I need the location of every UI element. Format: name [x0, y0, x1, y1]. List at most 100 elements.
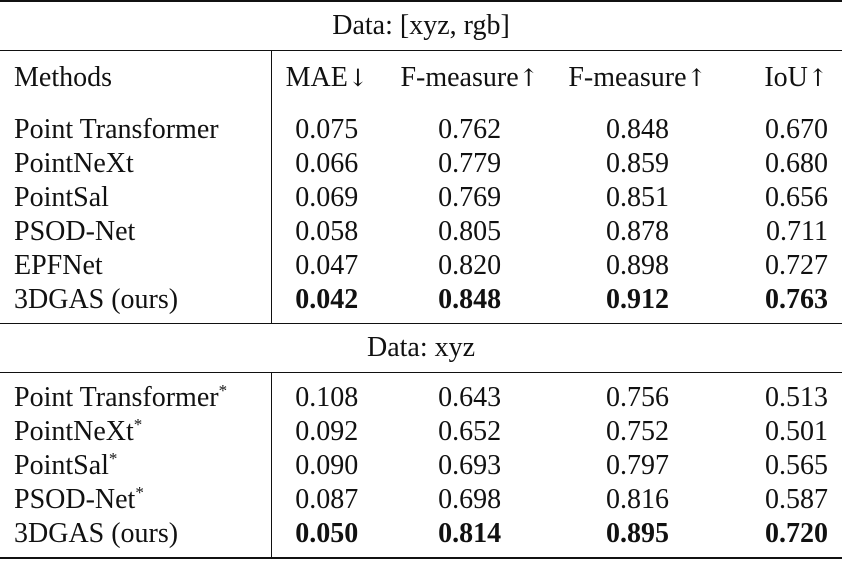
- up-arrow-icon: ↑: [518, 64, 539, 92]
- cell-fmeasure-2: 0.878: [605, 216, 669, 247]
- header-iou: IoU↑: [717, 50, 842, 105]
- cell-mae: 0.047: [295, 250, 359, 281]
- header-fmeasure-2-label: F-measure: [568, 62, 687, 93]
- table-row: 3DGAS (ours) 0.050 0.814 0.895 0.720: [0, 517, 842, 559]
- cell-fmeasure-1: 0.693: [438, 450, 502, 481]
- cell-method: PSOD-Net*: [0, 483, 272, 517]
- cell-fmeasure-1: 0.643: [438, 382, 502, 413]
- cell-mae: 0.087: [295, 484, 359, 515]
- cell-iou: 0.587: [765, 484, 828, 515]
- cell-iou: 0.656: [765, 182, 828, 213]
- header-methods: Methods: [0, 50, 272, 105]
- cell-iou: 0.711: [766, 216, 828, 247]
- section-title-row: Data: xyz: [0, 323, 842, 373]
- cell-mae: 0.050: [271, 517, 382, 559]
- cell-method: Point Transformer*: [0, 372, 272, 415]
- method-name: PointSal: [14, 450, 109, 481]
- header-fmeasure-1: F-measure↑: [381, 50, 558, 105]
- cell-mae: 0.066: [295, 148, 359, 179]
- cell-mae: 0.075: [295, 114, 359, 145]
- section-title-row: Data: [xyz, rgb]: [0, 0, 842, 51]
- cell-method: 3DGAS (ours): [0, 283, 272, 324]
- cell-fmeasure-2: 0.898: [605, 250, 669, 281]
- cell-fmeasure-1: 0.762: [438, 114, 502, 145]
- method-name: PSOD-Net: [14, 484, 136, 515]
- cell-iou: 0.565: [765, 450, 828, 481]
- table-row: Point Transformer 0.075 0.762 0.848 0.670: [0, 105, 842, 147]
- cell-fmeasure-1: 0.652: [438, 416, 502, 447]
- table-row: PointNeXt* 0.092 0.652 0.752 0.501: [0, 415, 842, 449]
- cell-iou: 0.513: [765, 382, 828, 413]
- method-name: Point Transformer: [14, 382, 219, 413]
- cell-fmeasure-2: 0.848: [605, 114, 669, 145]
- header-fmeasure-1-label: F-measure: [400, 62, 519, 93]
- table-row: 3DGAS (ours) 0.042 0.848 0.912 0.763: [0, 283, 842, 324]
- method-name: Point Transformer: [14, 114, 219, 145]
- cell-mae: 0.058: [295, 216, 359, 247]
- table-body: Point Transformer 0.075 0.762 0.848 0.670 Poi…: [0, 105, 842, 559]
- table-row: PointSal 0.069 0.769 0.851 0.656: [0, 181, 842, 215]
- cell-fmeasure-1: 0.769: [438, 182, 502, 213]
- header-fmeasure-2: F-measure↑: [557, 50, 718, 105]
- table-row: PSOD-Net* 0.087 0.698 0.816 0.587: [0, 483, 842, 517]
- cell-method: PointSal: [0, 181, 272, 215]
- cell-fmeasure-2: 0.895: [557, 517, 718, 559]
- cell-iou: 0.720: [717, 517, 842, 559]
- method-name: EPFNet: [14, 250, 103, 281]
- section-title: Data: xyz: [0, 323, 842, 373]
- method-name: PointSal: [14, 182, 109, 213]
- cell-fmeasure-1: 0.814: [381, 517, 558, 559]
- up-arrow-icon: ↑: [807, 64, 828, 92]
- asterisk-mark: *: [135, 483, 144, 502]
- cell-iou: 0.670: [765, 114, 828, 145]
- cell-fmeasure-2: 0.851: [605, 182, 669, 213]
- cell-fmeasure-2: 0.752: [605, 416, 669, 447]
- cell-iou: 0.763: [765, 284, 828, 315]
- cell-mae: 0.090: [295, 450, 359, 481]
- method-name: PointNeXt: [14, 416, 134, 447]
- method-name: PSOD-Net: [14, 216, 136, 247]
- cell-method: PSOD-Net: [0, 215, 272, 249]
- asterisk-mark: *: [218, 381, 228, 400]
- table-row: Point Transformer* 0.108 0.643 0.756 0.513: [0, 372, 842, 415]
- results-table: Data: [xyz, rgb] Methods MAE↓ F-measure↑…: [0, 0, 842, 559]
- header-mae-label: MAE: [285, 62, 348, 93]
- cell-fmeasure-1: 0.848: [438, 284, 502, 315]
- cell-iou: 0.501: [765, 416, 828, 447]
- cell-fmeasure-2: 0.797: [605, 450, 669, 481]
- cell-fmeasure-1: 0.805: [438, 216, 502, 247]
- cell-method: PointSal*: [0, 449, 272, 483]
- down-arrow-icon: ↓: [347, 64, 368, 92]
- cell-mae: 0.092: [295, 416, 359, 447]
- cell-method: EPFNet: [0, 249, 272, 283]
- cell-fmeasure-1: 0.779: [438, 148, 502, 179]
- cell-method: PointNeXt*: [0, 415, 272, 449]
- cell-mae: 0.108: [295, 382, 359, 413]
- cell-iou: 0.680: [765, 148, 828, 179]
- method-name: 3DGAS (ours): [14, 518, 179, 549]
- asterisk-mark: *: [108, 449, 118, 468]
- method-name: 3DGAS (ours): [14, 284, 179, 315]
- cell-iou: 0.727: [765, 250, 828, 281]
- header-iou-label: IoU: [764, 62, 808, 93]
- asterisk-mark: *: [133, 415, 143, 434]
- cell-method: Point Transformer: [0, 105, 272, 147]
- cell-fmeasure-2: 0.816: [605, 484, 669, 515]
- section-title: Data: [xyz, rgb]: [0, 0, 842, 51]
- cell-fmeasure-1: 0.698: [438, 484, 502, 515]
- table-row: PSOD-Net 0.058 0.805 0.878 0.711: [0, 215, 842, 249]
- cell-method: 3DGAS (ours): [0, 517, 272, 559]
- table-row: EPFNet 0.047 0.820 0.898 0.727: [0, 249, 842, 283]
- cell-fmeasure-1: 0.820: [438, 250, 502, 281]
- header-row: Methods MAE↓ F-measure↑ F-measure↑ IoU↑: [0, 50, 842, 105]
- cell-fmeasure-2: 0.859: [605, 148, 669, 179]
- up-arrow-icon: ↑: [686, 64, 707, 92]
- cell-method: PointNeXt: [0, 147, 272, 181]
- cell-mae: 0.069: [295, 182, 359, 213]
- header-methods-label: Methods: [14, 62, 112, 93]
- cell-fmeasure-2: 0.756: [605, 382, 669, 413]
- header-mae: MAE↓: [271, 50, 382, 105]
- method-name: PointNeXt: [14, 148, 134, 179]
- cell-mae: 0.042: [295, 284, 359, 315]
